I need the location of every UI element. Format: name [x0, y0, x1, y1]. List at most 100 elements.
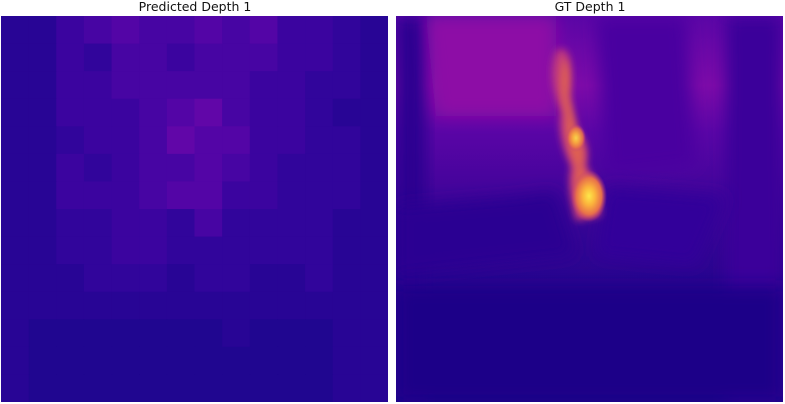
pred-depth-cell [28, 98, 57, 127]
pred-depth-cell [249, 291, 279, 320]
pred-depth-cell [360, 181, 388, 210]
pred-depth-cell [28, 319, 57, 348]
pred-depth-cell [194, 319, 223, 348]
pred-depth-cell [277, 374, 306, 402]
pred-depth-cell [1, 264, 30, 293]
pred-depth-cell [56, 71, 85, 100]
pred-depth-cell [139, 346, 168, 376]
pred-depth-cell [166, 319, 196, 348]
pred-depth-cell [111, 71, 140, 100]
pred-depth-cell [249, 153, 279, 183]
pred-depth-cell [332, 71, 361, 100]
pred-depth-cell [166, 374, 196, 402]
pred-depth-cell [194, 374, 223, 402]
pred-depth-cell [139, 264, 168, 293]
pred-depth-cell [332, 98, 361, 127]
pred-depth-cell [305, 153, 334, 183]
pred-depth-cell [1, 319, 30, 348]
pred-depth-cell [111, 291, 140, 320]
pred-depth-cell [249, 16, 279, 45]
pred-depth-cell [277, 98, 306, 127]
gt-furniture-right [596, 186, 726, 266]
pred-depth-cell [28, 153, 57, 183]
pred-depth-cell [166, 346, 196, 376]
pred-depth-cell [1, 209, 30, 238]
pred-depth-cell [249, 98, 279, 127]
pred-depth-cell [222, 264, 251, 293]
pred-depth-cell [194, 291, 223, 320]
pred-depth-cell [111, 346, 140, 376]
pred-depth-cell [83, 16, 113, 45]
pred-depth-cell [166, 153, 196, 183]
pred-depth-cell [83, 98, 113, 127]
pred-depth-cell [360, 16, 388, 45]
pred-depth-cell [139, 71, 168, 100]
pred-depth-cell [305, 236, 334, 265]
pred-depth-cell [305, 43, 334, 72]
pred-depth-cell [222, 16, 251, 45]
pred-depth-cell [166, 291, 196, 320]
pred-depth-cell [111, 209, 140, 238]
pred-depth-cell [28, 236, 57, 265]
pred-depth-cell [166, 126, 196, 155]
pred-depth-cell [111, 126, 140, 155]
pred-depth-cell [332, 346, 361, 376]
pred-depth-cell [305, 264, 334, 293]
pred-depth-cell [111, 319, 140, 348]
pred-depth-cell [222, 346, 251, 376]
pred-depth-cell [139, 126, 168, 155]
pred-depth-cell [222, 374, 251, 402]
pred-depth-cell [139, 181, 168, 210]
pred-depth-cell [166, 209, 196, 238]
pred-depth-cell [222, 209, 251, 238]
pred-depth-cell [1, 236, 30, 265]
pred-depth-cell [56, 374, 85, 402]
pred-depth-cell [360, 71, 388, 100]
predicted-depth-image [1, 16, 388, 402]
pred-depth-cell [83, 126, 113, 155]
pred-depth-cell [222, 319, 251, 348]
pred-depth-cell [332, 181, 361, 210]
pred-depth-cell [249, 319, 279, 348]
pred-depth-cell [56, 43, 85, 72]
pred-depth-cell [360, 43, 388, 72]
pred-depth-cell [139, 291, 168, 320]
pred-depth-cell [83, 319, 113, 348]
pred-depth-cell [332, 126, 361, 155]
pred-depth-cell [332, 236, 361, 265]
pred-depth-cell [28, 126, 57, 155]
pred-depth-cell [277, 181, 306, 210]
pred-depth-cell [56, 209, 85, 238]
pred-depth-cell [222, 98, 251, 127]
pred-depth-cell [194, 236, 223, 265]
pred-depth-cell [360, 236, 388, 265]
pred-depth-cell [1, 374, 30, 402]
pred-depth-cell [1, 346, 30, 376]
pred-depth-cell [166, 71, 196, 100]
pred-depth-cell [1, 71, 30, 100]
pred-depth-cell [249, 181, 279, 210]
pred-depth-cell [56, 98, 85, 127]
pred-depth-cell [222, 71, 251, 100]
pred-depth-cell [277, 126, 306, 155]
pred-depth-cell [305, 209, 334, 238]
pred-depth-cell [332, 291, 361, 320]
pred-depth-cell [28, 43, 57, 72]
pred-depth-cell [249, 236, 279, 265]
pred-depth-cell [111, 16, 140, 45]
pred-depth-cell [305, 98, 334, 127]
pred-depth-cell [194, 181, 223, 210]
gt-floor [396, 286, 783, 402]
pred-depth-cell [56, 126, 85, 155]
pred-depth-cell [111, 153, 140, 183]
pred-depth-cell [28, 209, 57, 238]
pred-depth-cell [194, 153, 223, 183]
pred-depth-cell [56, 264, 85, 293]
pred-depth-cell [332, 16, 361, 45]
pred-depth-cell [360, 264, 388, 293]
pred-depth-cell [277, 291, 306, 320]
pred-depth-cell [111, 98, 140, 127]
pred-depth-cell [139, 319, 168, 348]
pred-depth-cell [360, 346, 388, 376]
pred-depth-cell [1, 153, 30, 183]
